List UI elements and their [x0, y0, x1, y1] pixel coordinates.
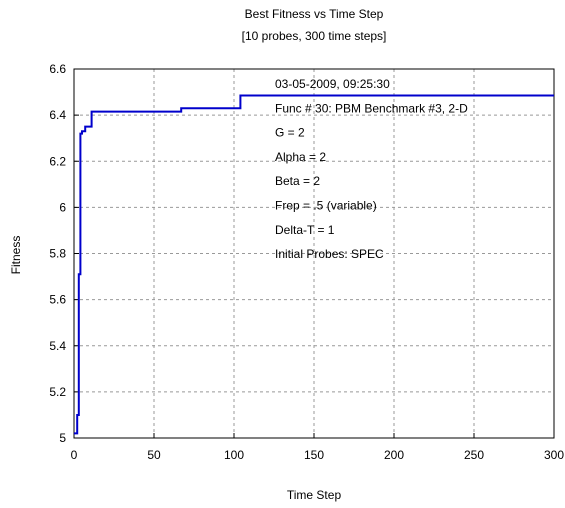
x-tick-label: 150 [304, 448, 324, 462]
x-tick-label: 200 [384, 448, 404, 462]
y-axis-label: Fitness [9, 236, 23, 275]
x-tick-label: 300 [544, 448, 564, 462]
y-tick-label: 6.6 [49, 62, 66, 76]
y-tick-label: 5.4 [49, 339, 66, 353]
annotation-line: Beta = 2 [275, 174, 320, 188]
x-tick-label: 0 [71, 448, 78, 462]
y-tick-label: 5.6 [49, 293, 66, 307]
y-tick-label: 6.4 [49, 108, 66, 122]
annotation-line: Frep = .5 (variable) [275, 199, 377, 213]
annotation-line: Alpha = 2 [275, 150, 326, 164]
chart-subtitle: [10 probes, 300 time steps] [242, 29, 387, 43]
y-tick-label: 5.8 [49, 247, 66, 261]
annotation-line: G = 2 [275, 126, 305, 140]
x-axis-label: Time Step [287, 488, 342, 502]
x-tick-label: 250 [464, 448, 484, 462]
grid-lines [74, 69, 554, 438]
annotation-line: Delta-T = 1 [275, 223, 335, 237]
annotation-line: Func # 30: PBM Benchmark #3, 2-D [275, 101, 468, 115]
y-tick-label: 5 [59, 431, 66, 445]
x-tick-label: 50 [147, 448, 161, 462]
chart-title: Best Fitness vs Time Step [245, 7, 384, 21]
axis-ticks: 0 50 100 150 200 250 300 5 5.2 5.4 5.6 5.8 6 6.2 6.4 6.… [49, 62, 564, 462]
x-tick-label: 100 [224, 448, 244, 462]
y-tick-label: 5.2 [49, 385, 66, 399]
annotation-line: 03-05-2009, 09:25:30 [275, 77, 390, 91]
annotation-block: 03-05-2009, 09:25:30 Func # 30: PBM Bench… [275, 77, 468, 261]
annotation-line: Initial Probes: SPEC [275, 247, 384, 261]
y-tick-label: 6.2 [49, 154, 66, 168]
fitness-line [74, 94, 554, 435]
y-tick-label: 6 [59, 200, 66, 214]
